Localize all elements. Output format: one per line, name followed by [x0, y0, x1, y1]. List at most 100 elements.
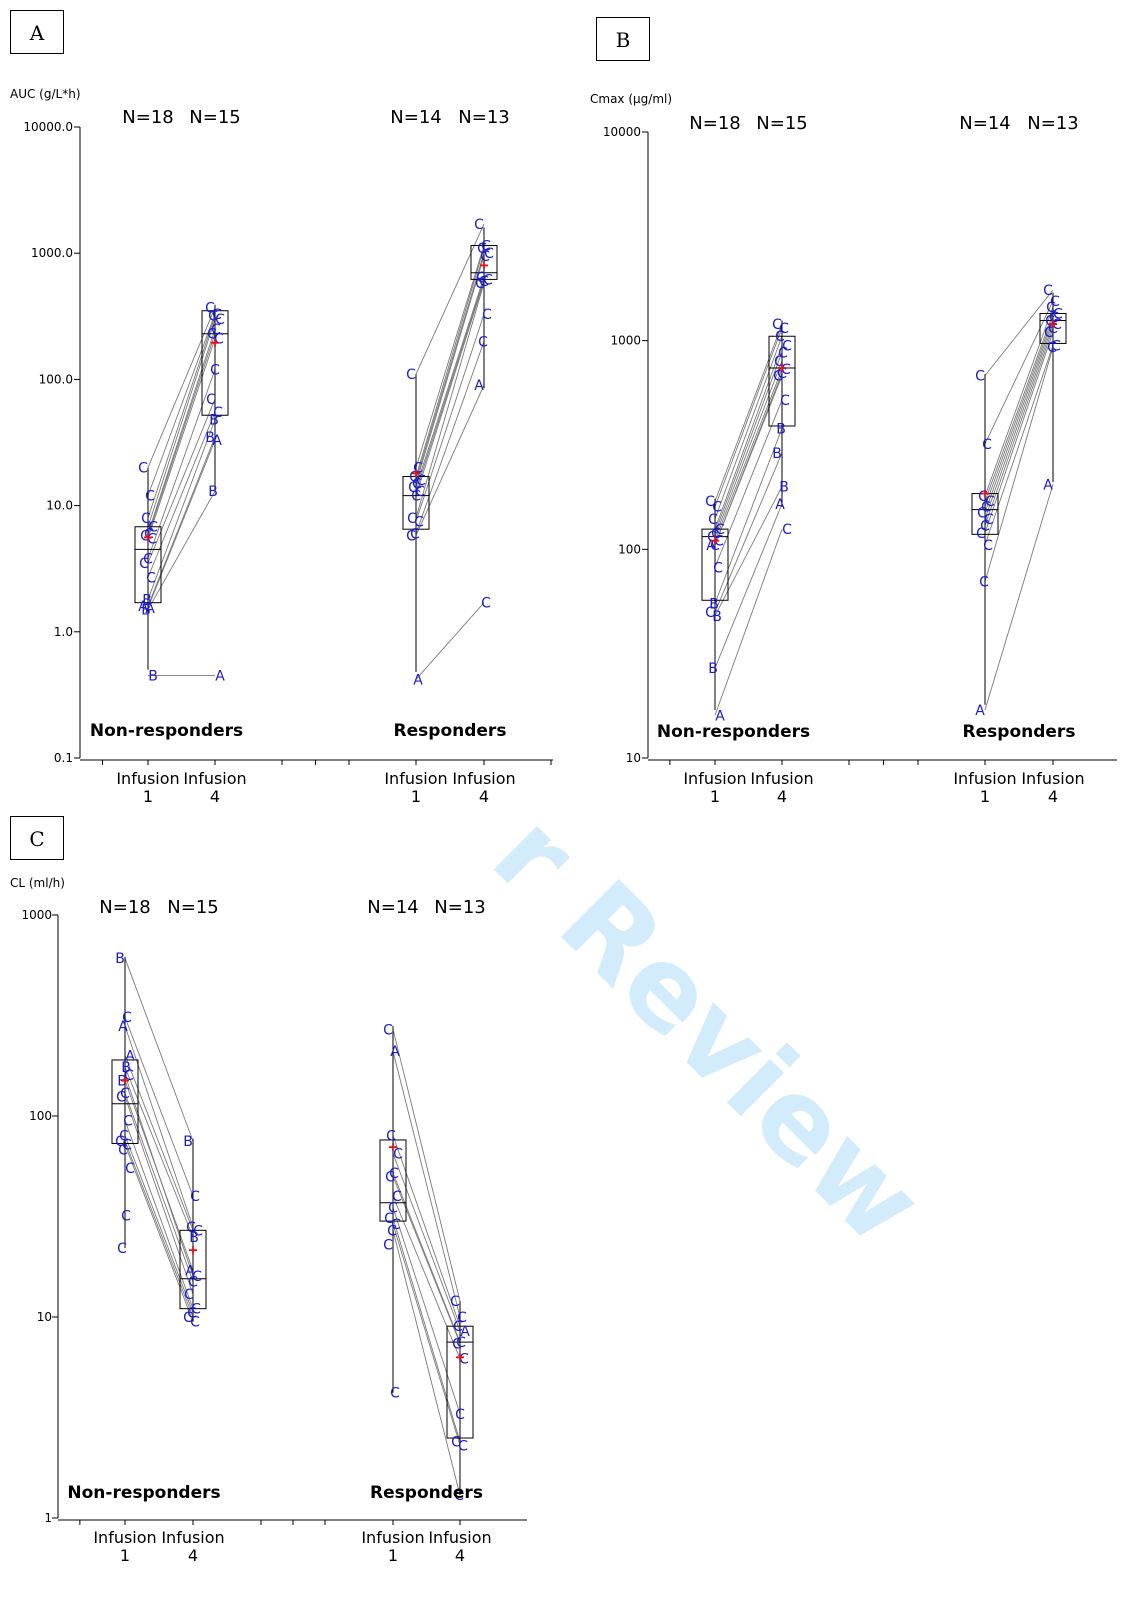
pair-line [124, 1092, 194, 1282]
pair-line [415, 247, 485, 477]
pair-line [984, 313, 1054, 502]
data-point-a: A [125, 1048, 135, 1064]
data-point-c: C [713, 560, 723, 576]
data-point-c: C [416, 473, 426, 489]
data-point-c: C [712, 500, 722, 516]
y-tick-label: 100 [29, 1109, 52, 1123]
data-point-c: C [123, 1113, 133, 1129]
n-label: N=14 [959, 113, 1010, 134]
data-point-c: C [458, 1438, 468, 1454]
x-tick-label: Infusion [361, 1528, 424, 1547]
data-point-c: C [125, 1161, 135, 1177]
pair-line [714, 345, 783, 530]
x-tick-label-number: 1 [411, 787, 421, 806]
pair-line [984, 345, 1054, 546]
data-point-a: A [460, 1324, 470, 1340]
data-point-c: C [778, 345, 788, 361]
group-label: Non-responders [67, 1483, 220, 1503]
data-point-a: A [138, 599, 148, 615]
data-point-c: C [479, 274, 489, 290]
pair-line [714, 369, 783, 541]
data-point-c: C [984, 512, 994, 528]
data-point-c: C [191, 1302, 201, 1318]
data-point-c: C [408, 480, 418, 496]
data-point-c: C [710, 538, 720, 554]
data-point-c: C [117, 1241, 127, 1257]
data-point-c: C [190, 1189, 200, 1205]
pair-line [714, 452, 783, 613]
pair-line [124, 957, 194, 1142]
data-point-b: B [148, 669, 158, 685]
pair-line [714, 352, 783, 533]
data-point-c: C [144, 527, 154, 543]
pair-line [714, 375, 783, 546]
y-tick-label: 1.0 [54, 625, 73, 639]
pair-line [147, 313, 216, 496]
data-point-c: C [1049, 310, 1059, 326]
pair-line [984, 316, 1054, 507]
data-point-c: C [975, 369, 985, 385]
x-tick-label: Infusion [428, 1528, 491, 1547]
pair-line [147, 436, 216, 607]
x-tick-label: Infusion [116, 769, 179, 788]
data-point-c: C [411, 489, 421, 505]
data-point-c: C [979, 575, 989, 591]
data-point-c: C [982, 437, 992, 453]
data-point-c: C [192, 1269, 202, 1285]
x-tick-label-number: 4 [210, 787, 220, 806]
y-axis-title: Cmax (µg/ml) [590, 92, 672, 106]
pair-line [147, 319, 216, 527]
y-tick-label: 10000 [603, 125, 641, 139]
data-point-c: C [455, 1407, 465, 1423]
pair-line [392, 1230, 461, 1496]
data-point-c: C [483, 272, 493, 288]
y-tick-label: 10000.0 [23, 120, 73, 134]
data-point-c: C [387, 1223, 397, 1239]
n-label: N=13 [458, 107, 509, 128]
y-tick-label: 100 [618, 542, 641, 556]
pair-line [392, 1153, 461, 1332]
data-point-b: B [115, 951, 125, 967]
data-point-b: B [209, 413, 219, 429]
n-label: N=13 [434, 897, 485, 918]
y-tick-label: 10.0 [46, 499, 73, 513]
box [379, 1139, 407, 1222]
data-point-c: C [1045, 313, 1055, 329]
data-point-a: A [775, 497, 785, 513]
data-point-c: C [406, 367, 416, 383]
data-point-c: C [143, 552, 153, 568]
box [701, 528, 729, 601]
data-point-c: C [121, 1208, 131, 1224]
n-label: N=18 [689, 113, 740, 134]
data-point-c: C [705, 494, 715, 510]
n-label: N=15 [167, 897, 218, 918]
x-tick-label-number: 1 [143, 787, 153, 806]
data-point-c: C [1048, 321, 1058, 337]
data-point-c: C [1051, 338, 1061, 354]
data-point-c: C [145, 489, 155, 505]
n-label: N=18 [99, 897, 150, 918]
data-point-c: C [779, 321, 789, 337]
data-point-a: A [212, 433, 222, 449]
pair-line [415, 245, 485, 468]
data-point-c: C [1044, 325, 1054, 341]
data-point-c: C [215, 312, 225, 328]
pair-line [392, 1135, 461, 1327]
data-point-c: C [407, 511, 417, 527]
data-point-c: C [981, 500, 991, 516]
data-point-c: C [393, 1147, 403, 1163]
data-point-c: C [482, 307, 492, 323]
box [179, 1229, 207, 1310]
data-point-c: C [774, 354, 784, 370]
pair-line [124, 1140, 194, 1318]
pair-line [147, 439, 216, 608]
pair-line [392, 1223, 461, 1446]
data-point-c: C [386, 1128, 396, 1144]
pair-line [415, 255, 485, 484]
data-point-a: A [706, 538, 716, 554]
data-point-b: B [121, 1060, 131, 1076]
x-tick-label-number: 4 [479, 787, 489, 806]
data-point-c: C [138, 461, 148, 477]
data-point-a: A [1043, 477, 1053, 493]
